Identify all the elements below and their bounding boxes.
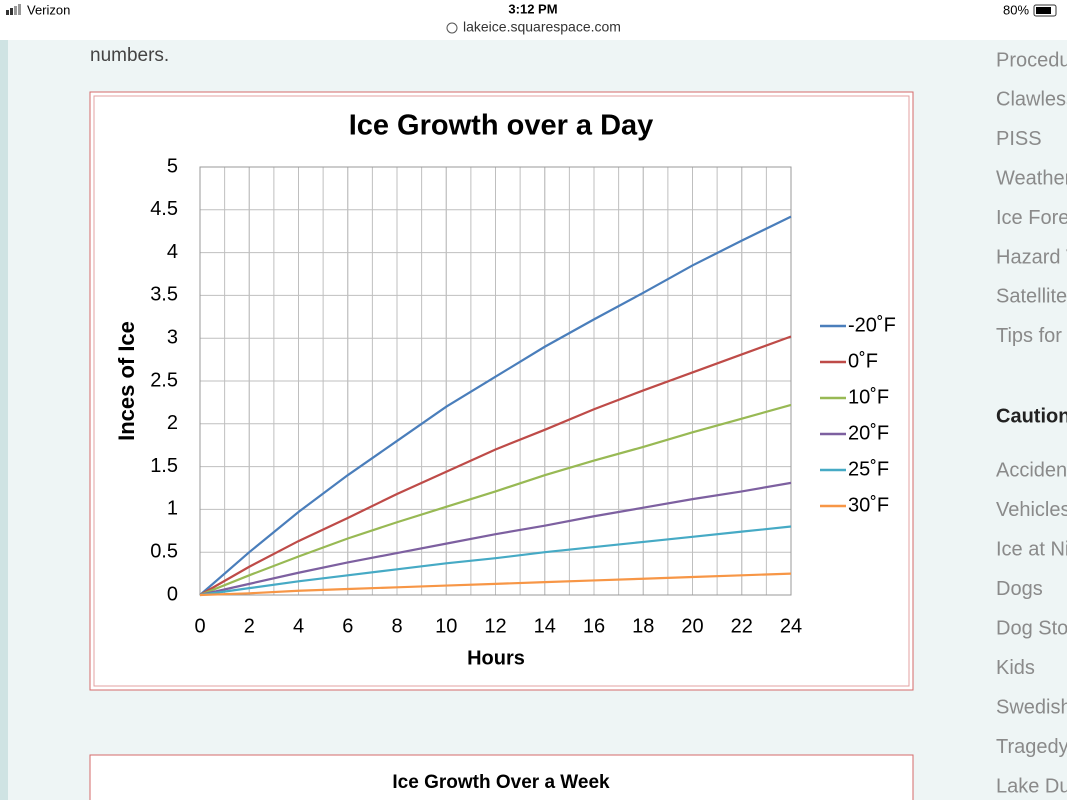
x-tick-label: 12 bbox=[484, 615, 506, 637]
sidebar-link[interactable]: PISS bbox=[996, 128, 1042, 150]
signal bbox=[6, 4, 21, 15]
chart-frame-inner bbox=[93, 95, 910, 687]
series-line bbox=[199, 481, 792, 597]
sidebar-link[interactable]: Tragedy bbox=[996, 736, 1067, 758]
x-tick-label: 8 bbox=[391, 615, 402, 637]
left-stripe bbox=[0, 40, 8, 800]
legend-label: 0˚F bbox=[848, 350, 878, 372]
x-tick-label: 20 bbox=[681, 615, 703, 637]
series-line bbox=[199, 572, 792, 597]
sidebar-link[interactable]: Ice Fore bbox=[996, 207, 1067, 229]
series-line bbox=[199, 525, 792, 597]
y-tick-label: 5 bbox=[167, 155, 178, 177]
sidebar-link[interactable]: Weather bbox=[996, 167, 1067, 189]
y-tick-label: 4.5 bbox=[150, 198, 178, 220]
legend-label: 10˚F bbox=[848, 386, 889, 408]
clock: 3:12 PM bbox=[508, 1, 557, 16]
article-text: numbers. bbox=[90, 45, 169, 66]
x-tick-label: 6 bbox=[342, 615, 353, 637]
sidebar-link[interactable]: Ice at Ni bbox=[996, 538, 1067, 560]
info-icon[interactable] bbox=[446, 22, 458, 34]
y-tick-label: 0.5 bbox=[150, 540, 178, 562]
sidebar-link[interactable]: Acciden bbox=[996, 459, 1067, 481]
next-chart-title: Ice Growth Over a Week bbox=[392, 772, 610, 793]
y-tick-label: 3.5 bbox=[150, 284, 178, 306]
legend-label: 20˚F bbox=[848, 422, 889, 444]
x-tick-label: 24 bbox=[780, 615, 802, 637]
series-line bbox=[199, 403, 792, 597]
battery-text: 80% bbox=[1003, 2, 1029, 17]
y-tick-label: 2.5 bbox=[150, 369, 178, 391]
legend-label: 25˚F bbox=[848, 458, 889, 480]
y-tick-label: 1 bbox=[167, 498, 178, 520]
series-line bbox=[199, 335, 792, 596]
x-tick-label: 4 bbox=[293, 615, 304, 637]
x-tick-label: 16 bbox=[583, 615, 605, 637]
sidebar-link[interactable]: Satellite bbox=[996, 286, 1067, 308]
sidebar-heading: Caution bbox=[996, 405, 1067, 427]
sidebar-link[interactable]: Dog Sto bbox=[996, 617, 1067, 639]
x-tick-label: 22 bbox=[731, 615, 753, 637]
x-axis-label: Hours bbox=[467, 647, 525, 669]
carrier: Verizon bbox=[27, 2, 70, 17]
battery-level bbox=[1036, 7, 1051, 14]
status-bar bbox=[0, 0, 1067, 40]
legend-label: -20˚F bbox=[848, 314, 896, 336]
sidebar-link[interactable]: Dogs bbox=[996, 578, 1043, 600]
sidebar-link[interactable]: Lake Du bbox=[996, 775, 1067, 797]
y-tick-label: 0 bbox=[167, 583, 178, 605]
y-axis-label: Inces of Ice bbox=[114, 321, 139, 441]
x-tick-label: 10 bbox=[435, 615, 457, 637]
battery-icon bbox=[1033, 4, 1057, 17]
series-line bbox=[199, 215, 792, 596]
sidebar-link[interactable]: Tips for bbox=[996, 325, 1062, 347]
sidebar-link[interactable]: Procedu bbox=[996, 49, 1067, 71]
sidebar-link[interactable]: Swedish bbox=[996, 696, 1067, 718]
y-tick-label: 3 bbox=[167, 326, 178, 348]
sidebar-link[interactable]: Kids bbox=[996, 657, 1035, 679]
chart-title: Ice Growth over a Day bbox=[349, 110, 654, 142]
x-tick-label: 18 bbox=[632, 615, 654, 637]
y-tick-label: 4 bbox=[167, 241, 178, 263]
sidebar-link[interactable]: Clawless bbox=[996, 89, 1067, 111]
y-tick-label: 1.5 bbox=[150, 455, 178, 477]
url[interactable]: lakeice.squarespace.com bbox=[463, 19, 621, 35]
sidebar-link[interactable]: Hazard V bbox=[996, 246, 1067, 268]
x-tick-label: 2 bbox=[244, 615, 255, 637]
x-tick-label: 0 bbox=[194, 615, 205, 637]
y-tick-label: 2 bbox=[167, 412, 178, 434]
sidebar-link[interactable]: Vehicles bbox=[996, 499, 1067, 521]
chart-frame bbox=[89, 91, 914, 691]
legend-label: 30˚F bbox=[848, 494, 889, 516]
next-chart-frame bbox=[89, 754, 914, 800]
x-tick-label: 14 bbox=[534, 615, 556, 637]
plot-border bbox=[199, 166, 792, 596]
